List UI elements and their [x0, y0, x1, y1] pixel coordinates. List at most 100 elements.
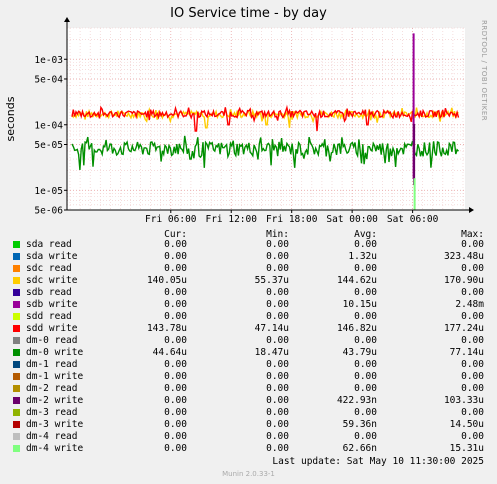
legend-value-max: 323.48u [443, 251, 484, 262]
legend-value-cur: 0.00 [164, 335, 187, 346]
legend-value-max: 177.24u [443, 323, 484, 334]
legend-row: dm-0 write 44.64u 18.47u 43.79u 77.14u [0, 347, 497, 359]
legend-value-avg: 0.00 [354, 431, 377, 442]
y-tick-label: 5e-05 [34, 140, 63, 151]
legend-value-avg: 0.00 [354, 287, 377, 298]
legend-value-max: 0.00 [461, 431, 484, 442]
legend-swatch [13, 373, 20, 380]
legend-value-avg: 62.66n [342, 443, 377, 454]
legend-value-max: 0.00 [461, 359, 484, 370]
legend-value-max: 0.00 [461, 287, 484, 298]
legend-value-cur: 0.00 [164, 239, 187, 250]
x-tick-label: Sat 06:00 [387, 214, 439, 225]
legend-row: dm-2 read 0.00 0.00 0.00 0.00 [0, 383, 497, 395]
legend-value-avg: 0.00 [354, 239, 377, 250]
legend-value-cur: 0.00 [164, 359, 187, 370]
legend-value-min: 18.47u [254, 347, 289, 358]
legend-series-name: dm-3 write [26, 419, 84, 430]
legend-row: sdc read 0.00 0.00 0.00 0.00 [0, 263, 497, 275]
legend-value-avg: 146.82u [336, 323, 377, 334]
legend-value-cur: 0.00 [164, 251, 187, 262]
legend-value-max: 0.00 [461, 407, 484, 418]
legend-row: sdd read 0.00 0.00 0.00 0.00 [0, 311, 497, 323]
legend-value-max: 14.50u [449, 419, 484, 430]
x-tick-label: Sat 00:00 [326, 214, 378, 225]
legend-value-cur: 140.05u [146, 275, 187, 286]
legend-value-max: 0.00 [461, 239, 484, 250]
legend-row: sdb write 0.00 0.00 10.15u 2.48m [0, 299, 497, 311]
legend-value-cur: 0.00 [164, 371, 187, 382]
legend-series-name: dm-2 write [26, 395, 84, 406]
legend-series-name: sdb write [26, 299, 78, 310]
legend-value-avg: 144.62u [336, 275, 377, 286]
y-axis-label: seconds [4, 96, 17, 141]
legend-swatch [13, 397, 20, 404]
legend-row: dm-2 write 0.00 0.00 422.93n 103.33u [0, 395, 497, 407]
col-header-cur: Cur: [164, 229, 187, 240]
legend-swatch [13, 325, 20, 332]
legend-value-max: 0.00 [461, 263, 484, 274]
y-tick-label: 1e-03 [34, 55, 63, 66]
legend-series-name: sdd read [26, 311, 72, 322]
legend-value-cur: 0.00 [164, 299, 187, 310]
col-header-min: Min: [266, 229, 289, 240]
legend-value-min: 0.00 [266, 431, 289, 442]
legend-value-cur: 0.00 [164, 431, 187, 442]
legend-value-avg: 59.36n [342, 419, 377, 430]
legend-series-name: sdb read [26, 287, 72, 298]
legend-series-name: dm-3 read [26, 407, 78, 418]
legend-row: sdb read 0.00 0.00 0.00 0.00 [0, 287, 497, 299]
legend-value-avg: 422.93n [336, 395, 377, 406]
legend-row: dm-4 read 0.00 0.00 0.00 0.00 [0, 431, 497, 443]
series-line [71, 104, 460, 132]
x-tick-label: Fri 12:00 [205, 214, 257, 225]
legend-swatch [13, 433, 20, 440]
legend-value-min: 0.00 [266, 251, 289, 262]
legend-value-avg: 43.79u [342, 347, 377, 358]
legend-value-cur: 0.00 [164, 407, 187, 418]
legend-value-avg: 0.00 [354, 311, 377, 322]
legend-swatch [13, 301, 20, 308]
legend-value-min: 0.00 [266, 311, 289, 322]
legend-row: dm-1 write 0.00 0.00 0.00 0.00 [0, 371, 497, 383]
legend-value-cur: 0.00 [164, 263, 187, 274]
legend-swatch [13, 313, 20, 320]
y-tick-label: 5e-06 [34, 206, 63, 217]
x-axis-arrow [469, 207, 474, 213]
legend-swatch [13, 361, 20, 368]
legend-value-min: 0.00 [266, 359, 289, 370]
legend-swatch [13, 421, 20, 428]
series-line [71, 135, 460, 171]
legend-value-min: 47.14u [254, 323, 289, 334]
legend-value-min: 0.00 [266, 419, 289, 430]
legend-value-max: 0.00 [461, 311, 484, 322]
legend-swatch [13, 337, 20, 344]
legend-swatch [13, 253, 20, 260]
legend-value-max: 77.14u [449, 347, 484, 358]
last-update: Last update: Sat May 10 11:30:00 2025 [272, 456, 484, 467]
legend-series-name: dm-1 write [26, 371, 84, 382]
plot-background [67, 28, 465, 210]
legend-value-cur: 0.00 [164, 311, 187, 322]
legend-value-max: 0.00 [461, 371, 484, 382]
col-header-avg: Avg: [354, 229, 377, 240]
x-tick-label: Fri 18:00 [266, 214, 318, 225]
legend-value-min: 0.00 [266, 395, 289, 406]
legend-row: dm-0 read 0.00 0.00 0.00 0.00 [0, 335, 497, 347]
legend-row: dm-1 read 0.00 0.00 0.00 0.00 [0, 359, 497, 371]
legend-series-name: dm-2 read [26, 383, 78, 394]
legend-value-cur: 0.00 [164, 419, 187, 430]
legend-series-name: dm-4 write [26, 443, 84, 454]
y-axis-arrow [64, 17, 70, 22]
legend-value-min: 0.00 [266, 263, 289, 274]
legend-series-name: dm-0 write [26, 347, 84, 358]
legend-value-max: 170.90u [443, 275, 484, 286]
legend-value-min: 0.00 [266, 239, 289, 250]
legend-series-name: dm-1 read [26, 359, 78, 370]
y-tick-label: 1e-04 [34, 120, 63, 131]
legend-value-cur: 143.78u [146, 323, 187, 334]
legend-value-cur: 44.64u [152, 347, 187, 358]
col-header-max: Max: [461, 229, 484, 240]
legend-swatch [13, 241, 20, 248]
legend-value-cur: 0.00 [164, 443, 187, 454]
